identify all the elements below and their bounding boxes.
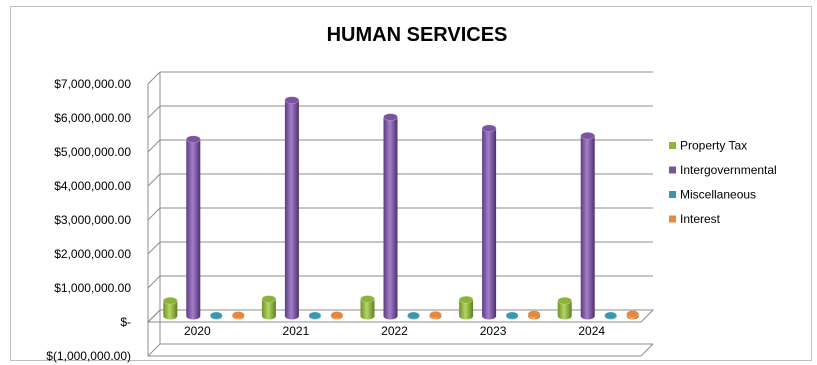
- gridline-side: [147, 173, 161, 187]
- legend-swatch: [669, 142, 676, 149]
- bar-miscellaneous-2021: [308, 311, 322, 320]
- gridline-side: [147, 241, 161, 255]
- x-tick-label: 2022: [381, 324, 408, 338]
- bar-intergovernmental-2024: [580, 132, 596, 320]
- bar-interest-2020: [232, 311, 245, 320]
- x-tick-label: 2020: [184, 324, 211, 338]
- bar-interest-2023: [527, 310, 541, 320]
- bar-property-tax-2022: [360, 295, 375, 320]
- bar-miscellaneous-2024: [604, 311, 618, 320]
- y-tick-label: $6,000,000.00: [54, 111, 131, 125]
- bar-intergovernmental-2020: [186, 135, 201, 320]
- y-tick-label: $-: [120, 315, 131, 329]
- bar-intergovernmental-2021: [284, 96, 300, 320]
- y-tick-label: $2,000,000.00: [54, 247, 131, 261]
- gridline-side: [147, 207, 161, 221]
- legend-label: Intergovernmental: [680, 163, 777, 177]
- bar-intergovernmental-2023: [481, 124, 497, 320]
- legend-label: Property Tax: [680, 139, 747, 153]
- y-tick-label: $7,000,000.00: [54, 77, 131, 91]
- y-axis-tick-labels: $(1,000,000.00) $- $1,000,000.00 $2,000,000…: [46, 77, 131, 363]
- bar-miscellaneous-2020: [210, 311, 223, 320]
- gridline-side: [147, 275, 161, 289]
- bar-interest-2022: [429, 311, 442, 320]
- bar-property-tax-2021: [261, 295, 277, 320]
- y-tick-label: $1,000,000.00: [54, 281, 131, 295]
- bar-property-tax-2023: [458, 295, 474, 320]
- gridline-side: [147, 71, 161, 85]
- legend-label: Miscellaneous: [680, 188, 756, 202]
- x-tick-label: 2021: [283, 324, 310, 338]
- gridline-side: [147, 343, 161, 357]
- bar-interest-2021: [330, 311, 344, 320]
- chart-border: [10, 6, 812, 361]
- bar-property-tax-2024: [557, 296, 573, 320]
- bars: [163, 96, 640, 320]
- legend-swatch: [669, 215, 676, 223]
- y-tick-label: $3,000,000.00: [54, 213, 131, 227]
- gridline-side: [147, 139, 161, 153]
- bottom-edge-side: [640, 343, 654, 357]
- legend-swatch: [669, 166, 676, 174]
- x-tick-label: 2023: [480, 324, 507, 338]
- bar-property-tax-2020: [163, 296, 178, 320]
- chart-title: HUMAN SERVICES: [327, 24, 508, 46]
- x-axis-tick-labels: 2020 2021 2022 2023 2024: [184, 324, 605, 338]
- bar-miscellaneous-2023: [505, 311, 519, 320]
- legend-label: Interest: [680, 212, 721, 226]
- x-tick-label: 2024: [578, 324, 605, 338]
- y-tick-label: $4,000,000.00: [54, 179, 131, 193]
- y-tick-label: $(1,000,000.00): [46, 349, 131, 363]
- bar-interest-2024: [626, 310, 640, 320]
- bar-miscellaneous-2022: [407, 311, 420, 320]
- legend: Property Tax Intergovernmental Miscellaneo…: [669, 139, 777, 226]
- bar-intergovernmental-2022: [383, 113, 398, 320]
- legend-swatch: [669, 191, 676, 198]
- gridline-side: [147, 105, 161, 119]
- y-tick-label: $5,000,000.00: [54, 145, 131, 159]
